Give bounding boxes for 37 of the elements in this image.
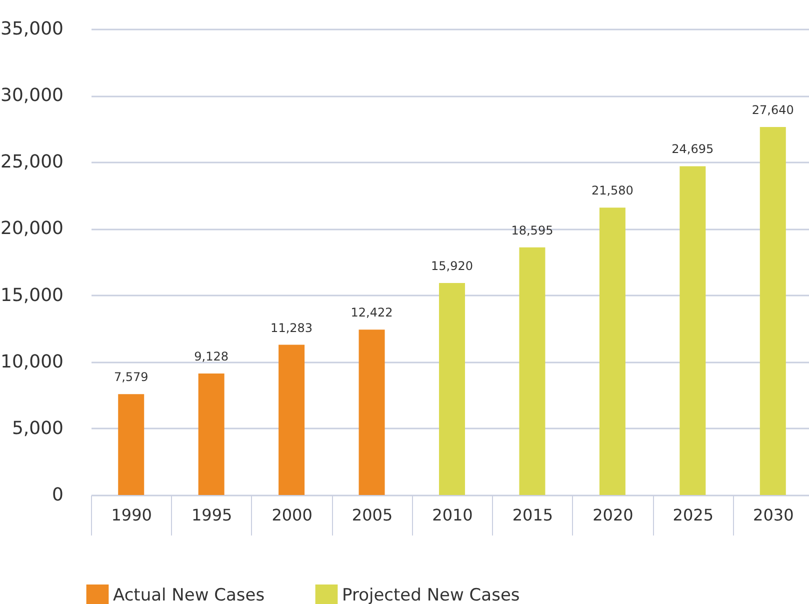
data-label: 18,595 [511, 223, 554, 238]
x-tick-label: 2025 [672, 506, 714, 524]
y-tick-label: 35,000 [0, 18, 64, 40]
bar [439, 283, 465, 495]
data-label: 27,640 [752, 102, 794, 117]
bar [198, 373, 224, 495]
y-tick-label: 10,000 [0, 351, 64, 372]
x-tick-label: 2030 [753, 506, 794, 524]
y-tick-label: 5,000 [12, 418, 64, 439]
bar [118, 394, 144, 495]
y-tick-label: 30,000 [0, 85, 64, 106]
bar [519, 247, 546, 495]
bar [760, 126, 786, 495]
data-label: 9,128 [194, 349, 229, 364]
data-label: 21,580 [591, 184, 634, 198]
x-tick-label: 2015 [512, 506, 554, 524]
bar [599, 208, 626, 495]
x-tick-label: 2005 [352, 506, 393, 524]
data-label: 11,283 [270, 320, 313, 335]
y-tick-label: 25,000 [0, 152, 64, 173]
bar [680, 166, 706, 495]
x-tick-label: 2010 [432, 506, 473, 524]
x-tick-label: 2020 [592, 506, 634, 524]
bar [278, 344, 305, 495]
bar [358, 330, 385, 495]
y-tick-label: 15,000 [0, 284, 64, 306]
y-tick-label: 20,000 [0, 218, 64, 240]
data-label: 15,920 [431, 259, 473, 274]
legend-label: Projected New Cases [342, 586, 520, 604]
data-label: 7,579 [114, 370, 148, 384]
data-label: 12,422 [350, 306, 393, 320]
x-tick-label: 1990 [111, 506, 152, 524]
legend-label: Actual New Cases [113, 586, 265, 604]
x-tick-label: 2000 [272, 506, 312, 524]
y-tick-label: 0 [52, 484, 64, 506]
data-label: 24,695 [672, 142, 714, 156]
x-tick-label: 1995 [191, 506, 232, 524]
